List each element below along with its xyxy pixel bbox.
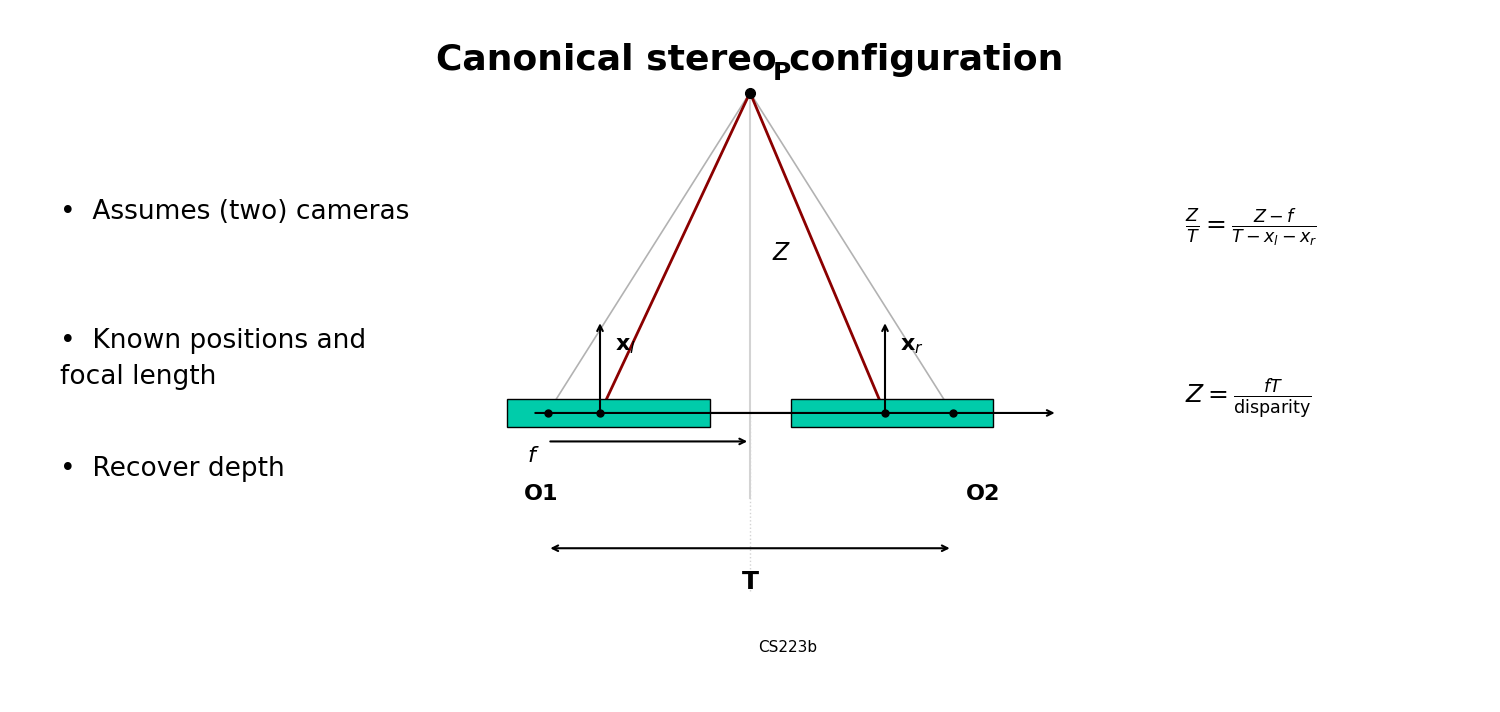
Text: $\bf{O1}$: $\bf{O1}$: [522, 484, 558, 504]
Text: Canonical stereo configuration: Canonical stereo configuration: [436, 43, 1064, 77]
Bar: [507, 399, 710, 427]
Text: $Z$: $Z$: [772, 241, 792, 265]
Text: $\mathbf{x}_l$: $\mathbf{x}_l$: [615, 336, 636, 356]
Text: •  Recover depth: • Recover depth: [60, 456, 285, 482]
Text: $f$: $f$: [528, 446, 540, 466]
Text: $\bf{T}$: $\bf{T}$: [741, 570, 759, 594]
Text: •  Assumes (two) cameras: • Assumes (two) cameras: [60, 199, 410, 226]
Text: •  Known positions and
focal length: • Known positions and focal length: [60, 328, 366, 389]
Bar: [790, 399, 993, 427]
Text: $\frac{Z}{T} = \frac{Z-f}{T-x_l-x_r}$: $\frac{Z}{T} = \frac{Z-f}{T-x_l-x_r}$: [1185, 206, 1317, 249]
Text: $Z = \frac{fT}{\mathrm{disparity}}$: $Z = \frac{fT}{\mathrm{disparity}}$: [1185, 377, 1311, 421]
Text: CS223b: CS223b: [758, 640, 818, 655]
Text: $\bf{P}$: $\bf{P}$: [772, 61, 792, 85]
Text: $\bf{O2}$: $\bf{O2}$: [966, 484, 999, 504]
Text: $\mathbf{x}_r$: $\mathbf{x}_r$: [900, 336, 924, 356]
